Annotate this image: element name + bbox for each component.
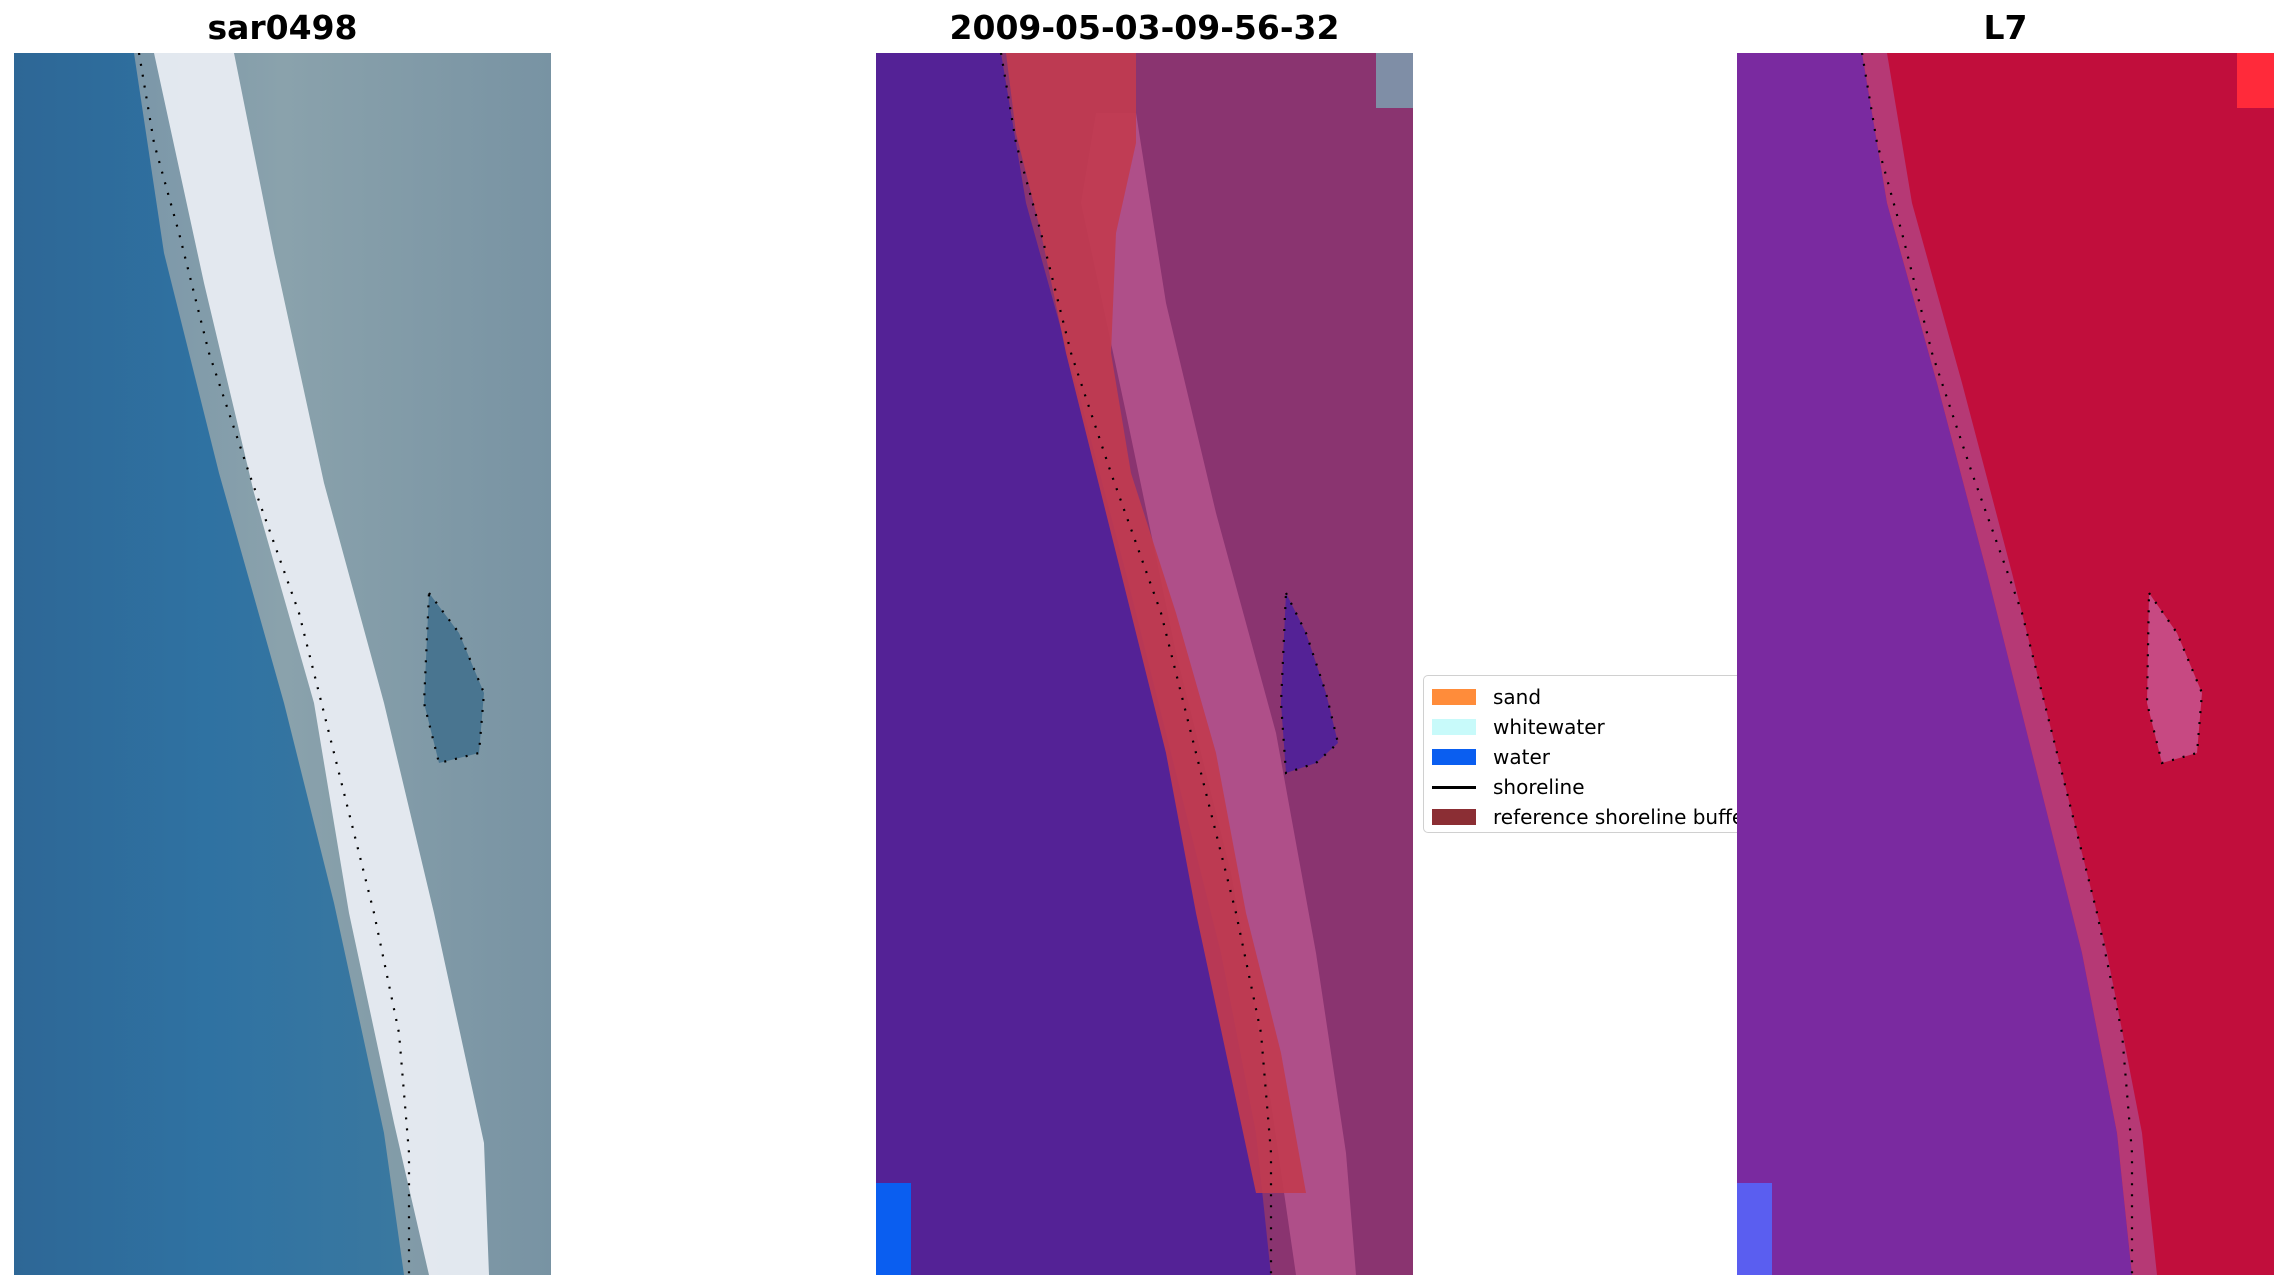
legend-label-shoreline: shoreline: [1493, 775, 1585, 799]
classified-image: [876, 53, 1413, 1275]
panel-title-l7: L7: [1983, 8, 2028, 47]
inland-pond: [424, 593, 484, 763]
water-corner-class: [876, 1183, 911, 1275]
reference-buffer-swatch: [1432, 809, 1476, 825]
buffer-class: [1006, 53, 1306, 1193]
inland-pond: [2147, 593, 2202, 763]
water-corner-patch: [1737, 1183, 1772, 1275]
shoreline-dotted-line: [1860, 53, 2134, 1275]
shoreline-dotted-line: [999, 53, 1273, 1275]
water-class: [876, 53, 1271, 1275]
legend-label-sand: sand: [1493, 685, 1542, 709]
water-purple-area: [1737, 53, 2132, 1275]
satellite-rgb-image: [14, 53, 551, 1275]
beach-transition-band: [1862, 53, 2157, 1275]
whitewater-area: [154, 53, 489, 1275]
legend: sand whitewater water shoreline referenc…: [1423, 675, 1737, 833]
water-swatch: [1432, 749, 1476, 765]
classified-image-svg: [876, 53, 1413, 1275]
legend-item-shoreline: shoreline: [1432, 773, 1585, 801]
legend-item-reference-buffer: reference shoreline buffer: [1432, 803, 1737, 831]
pond-shoreline-dotted: [1279, 592, 1340, 775]
false-colour-image-svg: [1737, 53, 2274, 1275]
legend-item-whitewater: whitewater: [1432, 713, 1605, 741]
legend-label-whitewater: whitewater: [1493, 715, 1605, 739]
whitewater-swatch: [1432, 719, 1476, 735]
rgb-image-svg: [14, 53, 551, 1275]
legend-item-sand: sand: [1432, 683, 1541, 711]
shoreline-line-swatch: [1432, 785, 1476, 789]
corner-patch: [1376, 53, 1413, 108]
legend-item-water: water: [1432, 743, 1550, 771]
sand-swatch: [1432, 689, 1476, 705]
pond-water-class: [1281, 593, 1338, 773]
panel-title-date: 2009-05-03-09-56-32: [949, 8, 1340, 47]
satellite-false-colour-image: [1737, 53, 2274, 1275]
corner-bright-patch: [2237, 53, 2274, 108]
panel-title-sar0498: sar0498: [207, 8, 358, 47]
water-area: [14, 53, 404, 1275]
legend-label-water: water: [1493, 745, 1550, 769]
land-light-band: [1081, 113, 1356, 1275]
shoreline-dotted-line: [137, 53, 411, 1275]
legend-label-reference-buffer: reference shoreline buffer: [1493, 805, 1737, 829]
